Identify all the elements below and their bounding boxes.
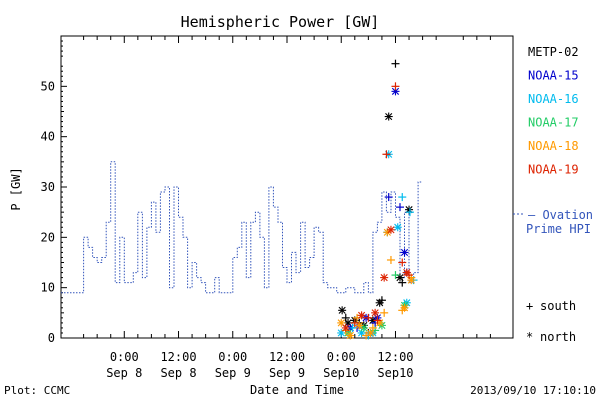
y-tick-label: 0 — [48, 331, 55, 345]
ovation-series — [61, 161, 423, 294]
north-point — [386, 225, 395, 234]
south-point — [398, 258, 407, 267]
south-point — [405, 208, 414, 217]
south-point — [391, 271, 400, 280]
y-tick-label: 10 — [41, 281, 55, 295]
x-tick-label-time: 12:00 — [269, 350, 305, 364]
north-point — [380, 273, 389, 282]
south-point — [382, 150, 391, 159]
legend-item: NOAA-16 — [528, 92, 579, 106]
y-axis-ticks: 0 10 20 30 40 50 — [41, 40, 67, 345]
y-tick-label: 30 — [41, 180, 55, 194]
south-point — [377, 296, 386, 305]
south-point — [364, 313, 373, 322]
footer-left: Plot: CCMC — [4, 384, 70, 397]
legend-item: NOAA-18 — [528, 139, 579, 153]
x-tick-label-date: Sep 8 — [160, 366, 196, 380]
north-label: north — [540, 330, 576, 344]
x-tick-label-time: 0:00 — [327, 350, 356, 364]
south-point — [384, 193, 393, 202]
satellite-points — [337, 59, 418, 340]
x-tick-label-time: 12:00 — [160, 350, 196, 364]
south-label: south — [540, 299, 576, 313]
ovation-label-line1: — Ovation — [528, 208, 593, 222]
y-tick-label: 20 — [41, 230, 55, 244]
x-tick-label-date: Sep 9 — [215, 366, 251, 380]
north-point — [357, 311, 366, 320]
y-tick-label: 50 — [41, 79, 55, 93]
legend: METP-02 NOAA-15 NOAA-16 NOAA-17 NOAA-18 NOAA-… — [528, 45, 579, 177]
north-point — [393, 223, 402, 232]
x-tick-label-date: Sep10 — [377, 366, 413, 380]
south-point — [368, 323, 377, 332]
plot-frame — [60, 35, 514, 339]
legend-item: NOAA-15 — [528, 69, 579, 83]
y-axis-label: P [GW] — [9, 167, 23, 210]
south-point — [391, 82, 400, 91]
x-tick-label-time: 12:00 — [377, 350, 413, 364]
x-tick-label-time: 0:00 — [110, 350, 139, 364]
south-point — [396, 203, 404, 212]
legend-item: NOAA-19 — [528, 163, 579, 177]
hemisphere-key: + south * north — [526, 299, 576, 344]
south-point — [362, 331, 371, 340]
x-tick-label-date: Sep10 — [323, 366, 359, 380]
south-point — [405, 271, 414, 280]
legend-item: METP-02 — [528, 45, 579, 59]
ovation-prime-line — [61, 161, 423, 294]
south-symbol: + — [526, 299, 533, 313]
south-point — [373, 316, 382, 325]
south-point — [398, 278, 407, 287]
chart-title: Hemispheric Power [GW] — [181, 13, 380, 31]
south-point — [398, 193, 407, 202]
north-point — [338, 306, 347, 315]
x-tick-label-time: 0:00 — [218, 350, 247, 364]
legend-item: NOAA-17 — [528, 116, 579, 130]
north-symbol: * — [526, 330, 533, 344]
south-point — [380, 308, 389, 317]
south-point — [341, 313, 350, 322]
ovation-legend: — Ovation Prime HPI — [513, 208, 593, 236]
south-point — [350, 318, 359, 327]
north-point — [341, 323, 350, 332]
x-axis-label: Date and Time — [250, 383, 344, 397]
footer-right: 2013/09/10 17:10:10 — [470, 384, 596, 397]
ovation-label-line2: Prime HPI — [526, 222, 591, 236]
x-tick-label-date: Sep 8 — [106, 366, 142, 380]
north-point — [346, 331, 355, 340]
x-axis-ticks: 0:00 Sep 8 12:00 Sep 8 0:00 Sep 9 12:00 Sep 9 0:… — [83, 36, 491, 380]
south-point — [348, 323, 357, 332]
south-point — [391, 59, 400, 68]
north-point — [371, 308, 380, 317]
north-point — [384, 112, 393, 121]
y-tick-label: 40 — [41, 130, 55, 144]
south-point — [398, 306, 407, 315]
x-tick-label-date: Sep 9 — [269, 366, 305, 380]
south-point — [386, 255, 395, 264]
north-point — [400, 248, 409, 257]
